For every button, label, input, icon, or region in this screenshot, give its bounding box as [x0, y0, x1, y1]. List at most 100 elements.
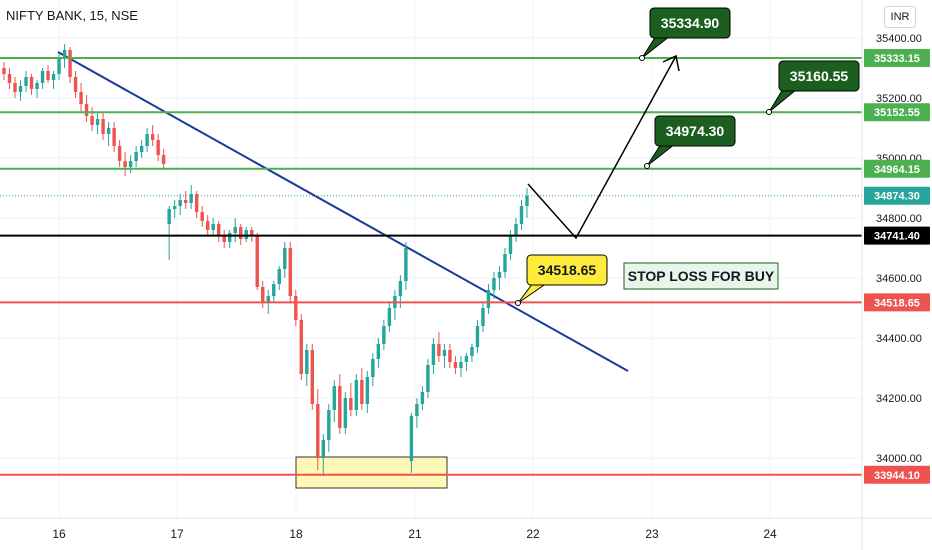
candle [288, 242, 292, 302]
candle-body [442, 350, 447, 356]
candle [453, 356, 458, 374]
candle [79, 83, 83, 113]
candle [194, 191, 199, 218]
time-tick-label: 18 [289, 527, 303, 541]
candle-body [299, 320, 303, 374]
candle-body [161, 155, 166, 164]
candle [475, 320, 480, 353]
annotations: STOP LOSS FOR BUY [623, 262, 779, 290]
candle-body [13, 83, 17, 92]
candle-body [2, 68, 6, 74]
candle [250, 227, 254, 242]
callout-label: 35334.90 [661, 15, 720, 31]
candle-body [475, 326, 480, 347]
candle [519, 200, 524, 230]
candle [222, 230, 226, 248]
candle [431, 338, 436, 374]
price-tick-label: 35200.00 [876, 93, 922, 105]
callout-anchor-dot [639, 55, 645, 61]
candle [95, 113, 100, 134]
price-callout: 34974.30 [644, 115, 736, 169]
price-level-tag-label: 35333.15 [874, 53, 920, 65]
candle-body [448, 350, 452, 362]
projection-path [527, 54, 680, 240]
candle [508, 230, 513, 260]
candle-body [453, 362, 458, 368]
candle [393, 290, 397, 320]
candle [316, 389, 320, 470]
currency-badge[interactable]: INR [884, 6, 916, 28]
candle [90, 107, 94, 131]
callout-pointer [646, 143, 677, 167]
callout-label: 34974.30 [666, 123, 725, 139]
candle-body [481, 308, 485, 326]
candle [183, 191, 188, 209]
price-tick-label: 34000.00 [876, 453, 922, 465]
price-tick-label: 34200.00 [876, 393, 922, 405]
candle [239, 224, 243, 245]
price-level-tag-label: 34874.30 [874, 191, 920, 203]
candle-body [222, 236, 226, 242]
candle-body [183, 200, 188, 203]
price-level-tag [864, 226, 930, 245]
callout-label: 35160.55 [790, 68, 849, 84]
candle [62, 44, 67, 68]
candle-body [7, 74, 12, 83]
candle-body [211, 224, 215, 230]
callout-box [778, 60, 860, 92]
candle-body [431, 344, 436, 365]
candle [294, 290, 298, 326]
trendline-layer [57, 51, 629, 372]
support-zone [295, 456, 448, 489]
candle [486, 284, 491, 314]
candle-body [128, 161, 133, 167]
price-level-tag-label: 34518.65 [874, 297, 920, 309]
candle-body [266, 296, 270, 302]
candle [497, 266, 502, 290]
candle [200, 206, 204, 227]
candle-body [327, 410, 331, 440]
candle-body [492, 278, 496, 290]
candle [255, 233, 259, 290]
candle-body [123, 161, 127, 167]
candle-body [404, 248, 408, 281]
candle-body [310, 350, 315, 404]
candle-body [134, 152, 138, 161]
price-axis-bg [862, 0, 932, 518]
candle-body [189, 194, 193, 203]
chart-title: NIFTY BANK, 15, NSE [6, 8, 138, 23]
candle-body [349, 398, 353, 410]
callout-box [654, 115, 736, 147]
candle [29, 74, 34, 95]
candle-body [382, 326, 386, 344]
candle-body [464, 356, 469, 362]
price-level-tag [864, 465, 930, 484]
candle [305, 344, 309, 386]
candle [404, 242, 408, 290]
candle-body [112, 128, 116, 146]
candle-body [194, 194, 199, 212]
candle [189, 185, 193, 209]
candle-body [277, 269, 281, 284]
candle-body [51, 74, 56, 80]
candle-body [426, 365, 430, 392]
candle [18, 80, 23, 101]
candle [216, 221, 221, 242]
price-callouts: 35334.90 35160.55 34974.30 34518.65 [515, 7, 860, 306]
candle-body [332, 386, 337, 410]
candle [420, 386, 425, 410]
candle [112, 122, 116, 152]
candle-body [29, 77, 34, 89]
price-level-tag [864, 186, 930, 205]
candle-body [354, 380, 359, 410]
price-level-tag [864, 159, 930, 178]
price-level-tag [864, 293, 930, 312]
callout-anchor-dot [515, 300, 521, 306]
candle [332, 380, 337, 422]
candle [205, 215, 210, 236]
callout-label: 34518.65 [538, 262, 597, 278]
price-level-tag-label: 34964.15 [874, 164, 920, 176]
candle [51, 71, 56, 89]
